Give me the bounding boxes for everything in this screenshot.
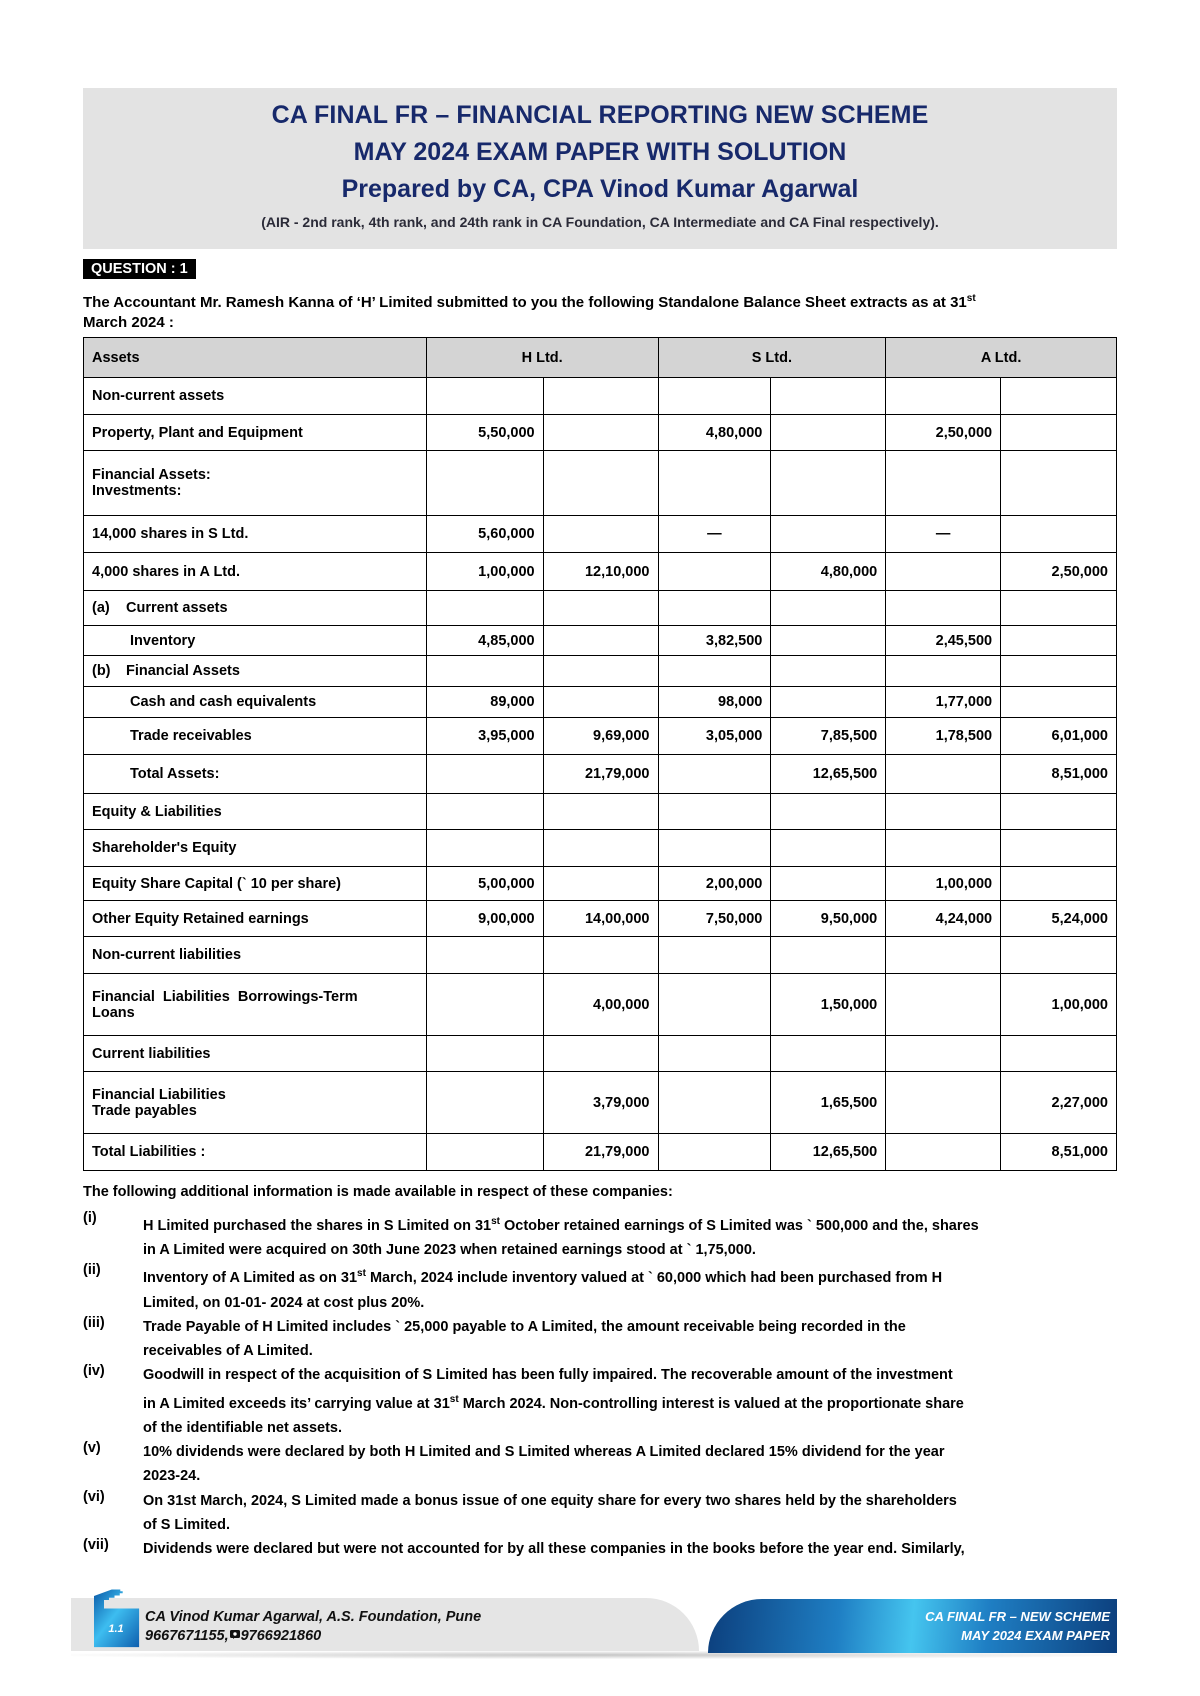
svg-text:1.1: 1.1 <box>108 1623 123 1635</box>
